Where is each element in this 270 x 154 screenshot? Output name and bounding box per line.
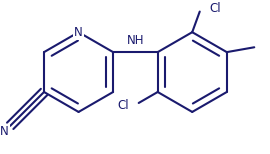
Text: N: N <box>0 125 9 138</box>
Text: NH: NH <box>127 34 144 47</box>
Text: Cl: Cl <box>210 2 221 15</box>
Text: N: N <box>74 26 83 39</box>
Text: Cl: Cl <box>117 99 129 112</box>
